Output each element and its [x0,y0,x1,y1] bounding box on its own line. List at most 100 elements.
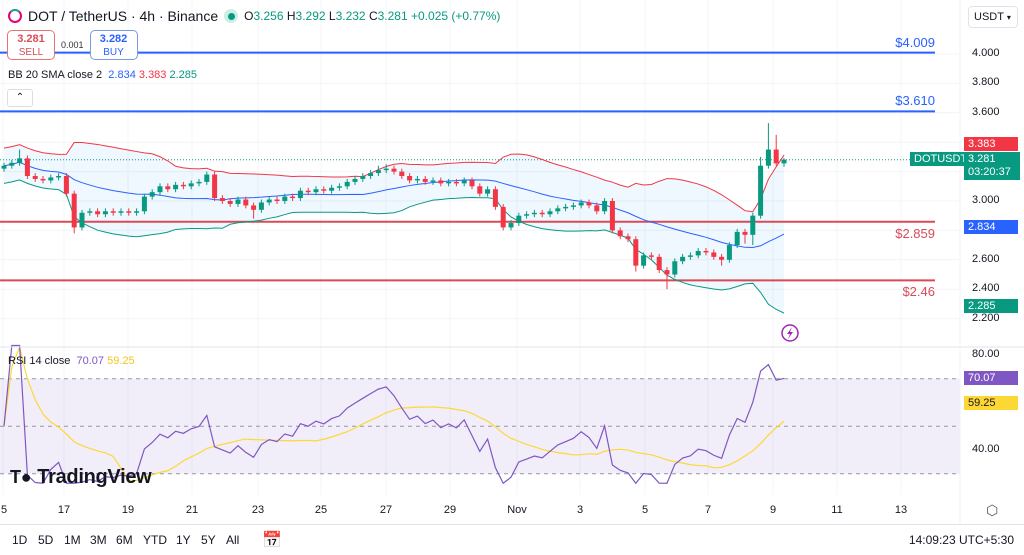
price-tick: 2.200 [972,311,1000,324]
candle-body [555,208,561,212]
bb-lower-value: 2.285 [169,69,198,81]
goto-date-icon[interactable]: 📅 [262,532,282,549]
price-tick: 3.800 [972,76,1000,89]
candle-body [664,270,670,275]
candle-body [742,231,748,235]
candle-body [563,206,569,209]
bb-lower-line [3,179,785,314]
candle-body [539,212,545,215]
candle-body [24,158,30,177]
candle-body [516,215,522,224]
symbol-tag: DOTUSDT [910,152,972,166]
tradingview-logo[interactable]: T● TradingView [10,466,152,489]
candle-body [641,255,647,266]
buy-price: 3.282 [99,33,128,45]
bollinger-bands [3,142,785,314]
candle-body [48,177,54,181]
buy-button[interactable]: 3.282 BUY [89,30,138,60]
bb-legend[interactable]: BB 20 SMA close 2 2.834 3.383 2.285 [8,69,197,81]
time-tick: 25 [314,504,328,516]
currency-select[interactable]: USDT ▾ [968,6,1018,28]
close-label: C [368,9,378,23]
time-tick: 27 [379,504,393,516]
candle-body [734,231,740,246]
low-label: L [328,9,336,23]
range-button-1d[interactable]: 1D [12,533,28,547]
settings-icon[interactable]: ⬡ [986,502,999,518]
chart-canvas[interactable] [0,0,1024,524]
range-button-3m[interactable]: 3M [90,533,107,547]
candle-body [40,178,46,181]
chevron-up-icon: ⌃ [15,92,25,103]
candle-body [477,186,483,194]
candle-body [173,184,179,190]
rsi-tag: 70.07 [964,371,1018,385]
collapse-legend-button[interactable]: ⌃ [7,89,33,107]
candle-body [508,223,514,228]
time-tick: 17 [57,504,71,516]
candle-body [485,189,491,194]
candle-body [352,178,358,182]
candle-body [102,211,108,215]
low-value: 3.232 [335,9,366,23]
candle-body [609,201,615,231]
sell-button[interactable]: 3.281 SELL [7,30,55,60]
time-tick: 3 [576,504,584,516]
chevron-down-icon: ▾ [1006,13,1011,22]
bb-lower-tag: 2.285 [964,299,1018,313]
price-tick: 2.600 [972,252,1000,265]
candle-body [180,184,186,187]
candle-body [290,196,296,199]
rsi-legend[interactable]: RSI 14 close 70.07 59.25 [8,355,135,367]
candle-body [282,196,288,201]
time-tick: 23 [251,504,265,516]
rsi-value: 70.07 [76,355,105,367]
bb-basis-line [3,161,785,249]
symbol-logo-icon[interactable] [8,9,22,23]
spread: 0.001 [61,40,84,50]
range-button-5d[interactable]: 5D [38,533,54,547]
candle-body [672,261,678,275]
candle-body [414,178,420,181]
candle-body [95,211,101,215]
price-tick: 4.000 [972,47,1000,59]
candle-body [586,202,592,206]
range-button-1m[interactable]: 1M [64,533,81,547]
range-button-5y[interactable]: 5Y [201,533,216,547]
symbol-title[interactable]: DOT / TetherUS · 4h · Binance [28,8,219,24]
candle-body [438,180,444,184]
tradingview-logo-icon: T● [10,467,32,487]
price-tick: 3.000 [972,194,1000,206]
range-button-all[interactable]: All [226,533,240,547]
range-button-6m[interactable]: 6M [116,533,133,547]
candle-body [196,181,202,184]
candle-body [461,180,467,184]
horizontal-levels[interactable] [0,51,960,282]
candle-body [656,256,662,271]
clock[interactable]: 14:09:23 UTC+5:30 [908,533,1014,547]
candle-body [703,250,709,253]
rsi-ma-value: 59.25 [107,355,135,367]
candle-body [781,159,787,164]
candle-body [274,199,280,201]
candle-body [594,205,600,212]
candle-body [500,206,506,228]
range-button-1y[interactable]: 1Y [176,533,191,547]
candle-body [266,199,272,203]
time-tick: 5 [0,504,8,516]
candle-body [570,205,576,207]
candle-body [758,165,764,216]
sell-price: 3.281 [17,33,45,45]
rsi-tick: 40.00 [972,443,1000,455]
lightning-icon[interactable] [781,324,799,342]
time-tick: 7 [704,504,712,516]
candle-body [243,199,249,206]
range-button-ytd[interactable]: YTD [143,533,167,547]
time-tick: 11 [831,504,843,516]
rsi-legend-label: RSI 14 close [8,355,71,367]
candle-body [430,180,436,182]
candle-body [56,176,62,178]
candles [1,123,787,290]
candle-body [368,173,374,177]
time-tick: 13 [894,504,908,516]
